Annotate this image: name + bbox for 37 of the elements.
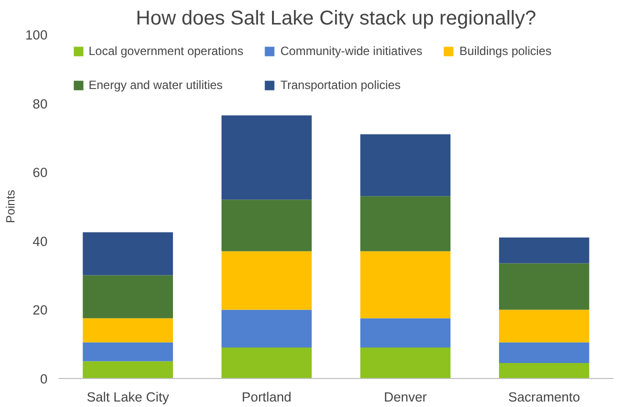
x-tick-label: Sacramento xyxy=(508,390,580,404)
bar xyxy=(222,310,312,348)
y-tick-label: 40 xyxy=(32,234,48,249)
y-tick-label: 0 xyxy=(40,372,48,386)
y-tick-label: 100 xyxy=(25,28,48,42)
bar xyxy=(82,361,173,378)
legend-label: Community-wide initiatives xyxy=(280,44,422,58)
bar xyxy=(222,115,312,200)
bar xyxy=(222,200,312,252)
chart-title: How does Salt Lake City stack up regionally? xyxy=(136,8,536,30)
bar xyxy=(360,348,450,378)
x-tick-label: Portland xyxy=(242,390,292,404)
bar xyxy=(222,348,312,378)
bar xyxy=(82,275,173,318)
legend-label: Buildings policies xyxy=(459,44,552,58)
legend-label: Energy and water utilities xyxy=(88,78,224,92)
bar xyxy=(82,342,173,362)
bar xyxy=(360,318,450,348)
bar xyxy=(499,310,590,342)
bar xyxy=(499,342,590,364)
bar xyxy=(82,318,173,342)
bar xyxy=(222,251,312,310)
bar xyxy=(499,263,590,310)
x-tick-label: Salt Lake City xyxy=(86,390,170,404)
bar xyxy=(82,232,173,276)
legend-label: Local government operations xyxy=(88,44,244,58)
y-tick-label: 80 xyxy=(32,96,48,112)
y-tick-label: 20 xyxy=(32,302,48,318)
bar xyxy=(499,237,590,264)
bar xyxy=(360,251,450,318)
bar xyxy=(360,196,450,252)
y-tick-label: 60 xyxy=(32,165,48,180)
bar xyxy=(499,363,590,378)
y-axis-title: Points xyxy=(3,190,18,224)
bar xyxy=(360,134,450,196)
legend-label: Transportation policies xyxy=(280,78,402,92)
x-tick-label: Denver xyxy=(384,390,428,404)
